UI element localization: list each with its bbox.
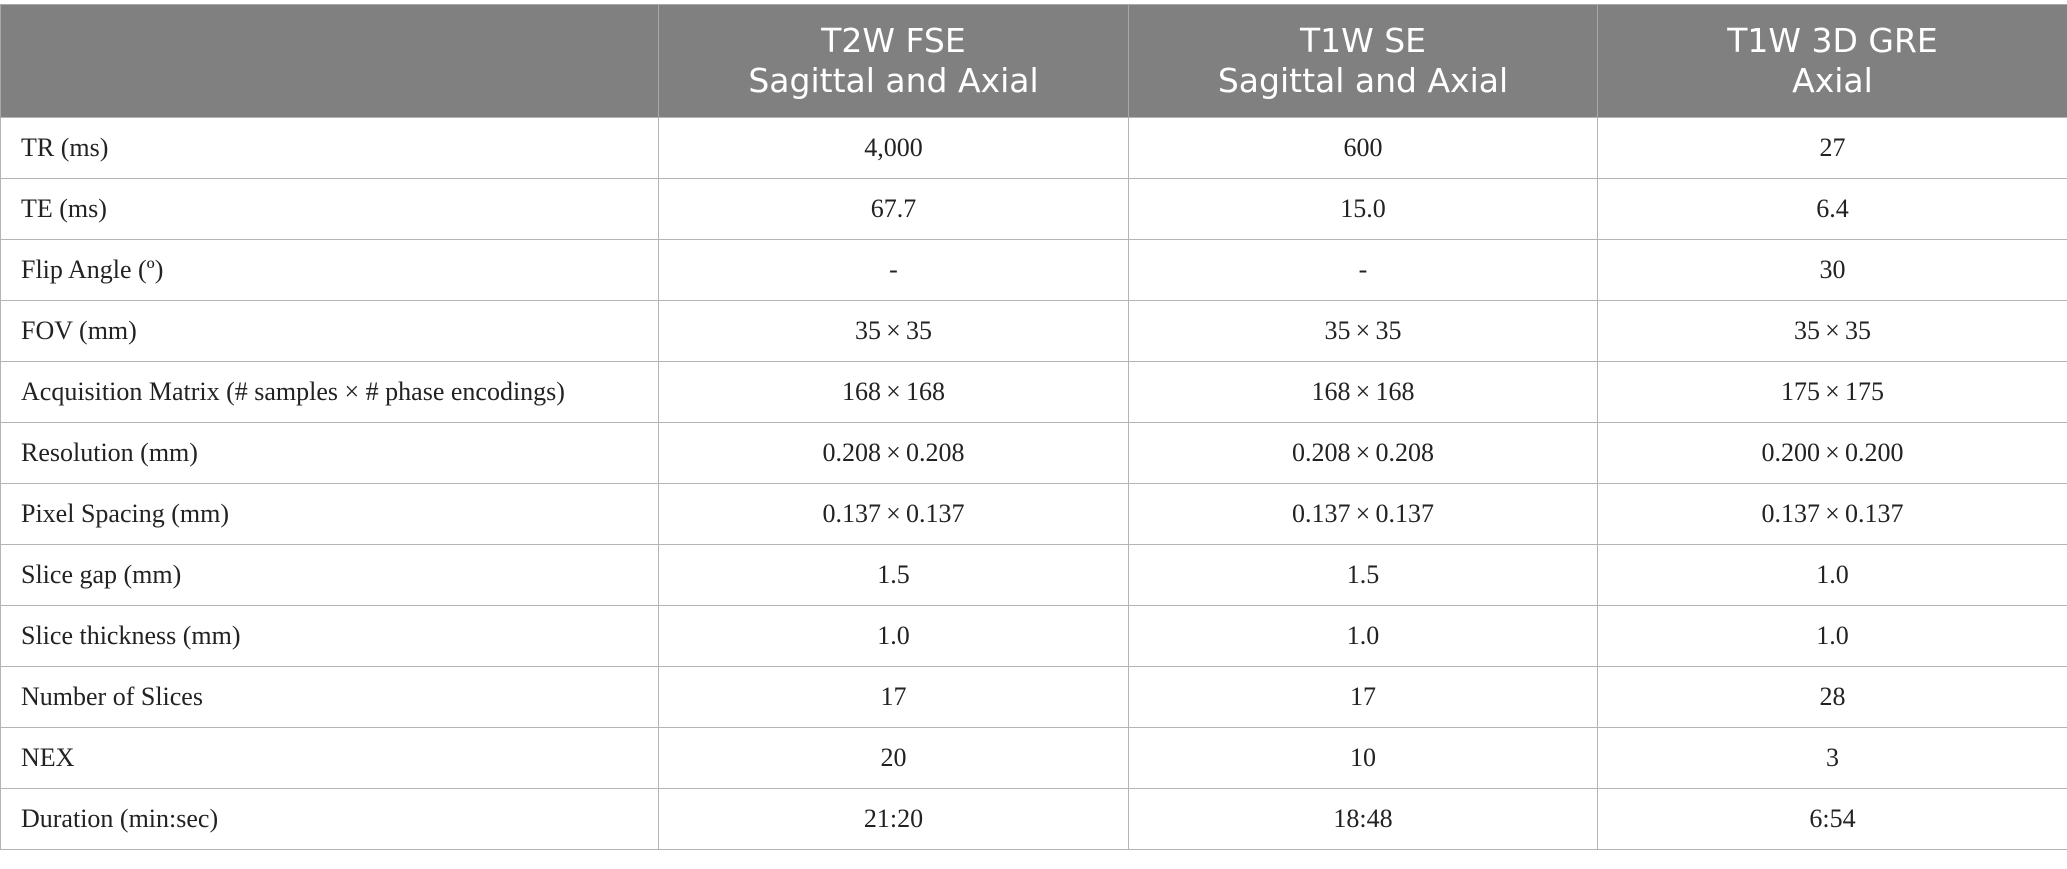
- cell-value: 1.0: [1128, 605, 1598, 667]
- cell-value: 0.208 × 0.208: [1128, 422, 1598, 484]
- cell-value: 0.137 × 0.137: [658, 483, 1129, 545]
- table-row-te: TE (ms) 67.7 15.0 6.4: [0, 178, 2067, 240]
- cell-value: 168 × 168: [1128, 361, 1598, 423]
- cell-value: 3: [1597, 727, 2067, 789]
- header-col-subtitle: Sagittal and Axial: [1217, 61, 1509, 100]
- table-header: T2W FSE Sagittal and Axial T1W SE Sagitt…: [0, 4, 2067, 118]
- table-row-slice-thickness: Slice thickness (mm) 1.0 1.0 1.0: [0, 605, 2067, 667]
- cell-value: 35 × 35: [1128, 300, 1598, 362]
- header-col-t1w-3d-gre: T1W 3D GRE Axial: [1597, 4, 2067, 118]
- cell-value: 30: [1597, 239, 2067, 301]
- cell-value: 18:48: [1128, 788, 1598, 850]
- table-row-resolution: Resolution (mm) 0.208 × 0.208 0.208 × 0.…: [0, 422, 2067, 484]
- cell-value: -: [1128, 239, 1598, 301]
- header-col-title: T1W 3D GRE: [1727, 21, 1938, 60]
- row-label: Flip Angle (º): [0, 239, 659, 301]
- row-label: Pixel Spacing (mm): [0, 483, 659, 545]
- header-corner-cell: [0, 4, 659, 118]
- header-col-t2w-fse: T2W FSE Sagittal and Axial: [658, 4, 1129, 118]
- cell-value: 28: [1597, 666, 2067, 728]
- header-row: T2W FSE Sagittal and Axial T1W SE Sagitt…: [0, 4, 2067, 118]
- cell-value: 0.208 × 0.208: [658, 422, 1129, 484]
- cell-value: 27: [1597, 117, 2067, 179]
- table-row-duration: Duration (min:sec) 21:20 18:48 6:54: [0, 788, 2067, 850]
- cell-value: 35 × 35: [658, 300, 1129, 362]
- cell-value: 6.4: [1597, 178, 2067, 240]
- header-col-title: T2W FSE: [821, 21, 966, 60]
- row-label: Duration (min:sec): [0, 788, 659, 850]
- table-body: TR (ms) 4,000 600 27 TE (ms) 67.7 15.0 6…: [0, 117, 2067, 850]
- cell-value: 1.0: [658, 605, 1129, 667]
- table-row-tr: TR (ms) 4,000 600 27: [0, 117, 2067, 179]
- header-col-t1w-se: T1W SE Sagittal and Axial: [1128, 4, 1598, 118]
- table-row-number-of-slices: Number of Slices 17 17 28: [0, 666, 2067, 728]
- cell-value: 15.0: [1128, 178, 1598, 240]
- cell-value: 67.7: [658, 178, 1129, 240]
- cell-value: 6:54: [1597, 788, 2067, 850]
- row-label: TR (ms): [0, 117, 659, 179]
- table-row-acquisition-matrix: Acquisition Matrix (# samples × # phase …: [0, 361, 2067, 423]
- row-label: TE (ms): [0, 178, 659, 240]
- row-label: Slice thickness (mm): [0, 605, 659, 667]
- table-row-flip-angle: Flip Angle (º) - - 30: [0, 239, 2067, 301]
- header-col-subtitle: Sagittal and Axial: [748, 61, 1039, 100]
- row-label: NEX: [0, 727, 659, 789]
- cell-value: 175 × 175: [1597, 361, 2067, 423]
- cell-value: 20: [658, 727, 1129, 789]
- mri-parameters-table-container: T2W FSE Sagittal and Axial T1W SE Sagitt…: [0, 4, 2067, 850]
- table-row-nex: NEX 20 10 3: [0, 727, 2067, 789]
- row-label: FOV (mm): [0, 300, 659, 362]
- cell-value: 1.5: [1128, 544, 1598, 606]
- table-row-slice-gap: Slice gap (mm) 1.5 1.5 1.0: [0, 544, 2067, 606]
- header-col-title: T1W SE: [1299, 21, 1427, 60]
- cell-value: 1.0: [1597, 544, 2067, 606]
- cell-value: 168 × 168: [658, 361, 1129, 423]
- cell-value: -: [658, 239, 1129, 301]
- row-label: Acquisition Matrix (# samples × # phase …: [0, 361, 659, 423]
- cell-value: 35 × 35: [1597, 300, 2067, 362]
- cell-value: 0.137 × 0.137: [1597, 483, 2067, 545]
- cell-value: 1.0: [1597, 605, 2067, 667]
- cell-value: 17: [658, 666, 1129, 728]
- row-label: Slice gap (mm): [0, 544, 659, 606]
- row-label: Resolution (mm): [0, 422, 659, 484]
- table-row-fov: FOV (mm) 35 × 35 35 × 35 35 × 35: [0, 300, 2067, 362]
- row-label: Number of Slices: [0, 666, 659, 728]
- cell-value: 4,000: [658, 117, 1129, 179]
- cell-value: 1.5: [658, 544, 1129, 606]
- cell-value: 17: [1128, 666, 1598, 728]
- cell-value: 21:20: [658, 788, 1129, 850]
- table-row-pixel-spacing: Pixel Spacing (mm) 0.137 × 0.137 0.137 ×…: [0, 483, 2067, 545]
- mri-parameters-table: T2W FSE Sagittal and Axial T1W SE Sagitt…: [0, 4, 2067, 850]
- header-col-subtitle: Axial: [1792, 61, 1873, 100]
- cell-value: 0.137 × 0.137: [1128, 483, 1598, 545]
- cell-value: 10: [1128, 727, 1598, 789]
- cell-value: 600: [1128, 117, 1598, 179]
- cell-value: 0.200 × 0.200: [1597, 422, 2067, 484]
